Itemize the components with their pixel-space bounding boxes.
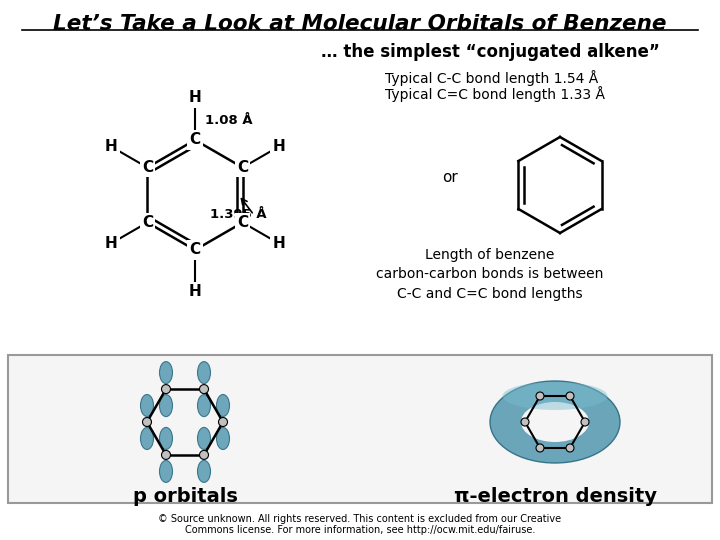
Text: Length of benzene
carbon-carbon bonds is between
C-C and C=C bond lengths: Length of benzene carbon-carbon bonds is… [377,248,603,301]
Circle shape [199,450,209,460]
Ellipse shape [217,428,230,449]
Text: H: H [104,139,117,154]
Ellipse shape [160,461,173,482]
FancyBboxPatch shape [8,355,712,503]
Text: H: H [273,139,285,154]
Ellipse shape [160,362,173,383]
Text: Let’s Take a Look at Molecular Orbitals of Benzene: Let’s Take a Look at Molecular Orbitals … [53,14,667,34]
Text: Commons license. For more information, see http://ocw.mit.edu/fairuse.: Commons license. For more information, s… [185,525,535,535]
Text: C: C [189,242,201,258]
Text: Typical C-C bond length 1.54 Å: Typical C-C bond length 1.54 Å [385,70,598,86]
Text: Typical C=C bond length 1.33 Å: Typical C=C bond length 1.33 Å [385,86,605,102]
Circle shape [536,392,544,400]
Ellipse shape [140,395,153,416]
Text: H: H [189,91,202,105]
Text: C: C [237,215,248,230]
Text: C: C [189,132,201,147]
Text: © Source unknown. All rights reserved. This content is excluded from our Creativ: © Source unknown. All rights reserved. T… [158,514,562,524]
Ellipse shape [197,395,210,416]
Circle shape [521,418,529,426]
Ellipse shape [197,461,210,482]
Text: C: C [237,160,248,175]
Ellipse shape [503,382,608,410]
Text: C: C [142,215,153,230]
Text: H: H [189,285,202,300]
Circle shape [536,444,544,452]
Circle shape [143,417,151,427]
Text: H: H [104,236,117,251]
Ellipse shape [490,381,620,463]
Text: or: or [442,171,458,186]
Circle shape [161,450,171,460]
Ellipse shape [140,428,153,449]
Circle shape [566,444,574,452]
Text: 1.395 Å: 1.395 Å [210,208,266,221]
Text: 1.08 Å: 1.08 Å [205,114,253,127]
Circle shape [199,384,209,394]
Ellipse shape [217,395,230,416]
Ellipse shape [160,427,173,449]
Ellipse shape [160,395,173,416]
Circle shape [581,418,589,426]
Ellipse shape [197,427,210,449]
Text: … the simplest “conjugated alkene”: … the simplest “conjugated alkene” [320,43,660,61]
Circle shape [566,392,574,400]
Ellipse shape [521,402,589,442]
Ellipse shape [197,362,210,383]
Text: p orbitals: p orbitals [132,488,238,507]
Text: π-electron density: π-electron density [454,488,657,507]
Text: H: H [273,236,285,251]
Text: C: C [142,160,153,175]
Circle shape [161,384,171,394]
Circle shape [218,417,228,427]
